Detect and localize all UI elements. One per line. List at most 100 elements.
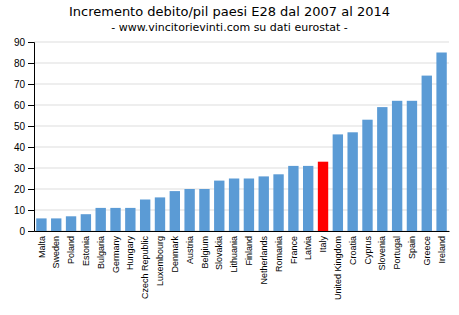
x-tick: Latvia	[303, 236, 313, 260]
bar	[244, 179, 254, 232]
x-tick-label: Belgium	[200, 236, 210, 269]
bar	[229, 179, 239, 232]
bars	[36, 53, 447, 232]
bar	[377, 107, 387, 231]
bar	[36, 218, 46, 231]
y-tick: 50	[14, 121, 34, 132]
x-axis: Malta Sweden Poland Estonia Bulgaria Germany H…	[35, 232, 450, 301]
bar	[170, 191, 180, 231]
grid-line	[34, 105, 449, 106]
y-tick: 80	[14, 58, 34, 69]
x-tick-label: Lithuania	[229, 236, 239, 273]
x-tick-label: Malta	[37, 236, 47, 258]
bar	[96, 208, 106, 231]
x-tick: Bulgaria	[96, 236, 106, 269]
x-tick: Hungary	[125, 236, 135, 271]
y-tick: 40	[14, 142, 34, 153]
x-tick-label: Czech Republic	[140, 236, 150, 300]
grid-line	[34, 63, 449, 64]
y-tick-mark	[28, 210, 34, 211]
y-tick-label: 60	[14, 100, 26, 111]
bar	[333, 134, 343, 231]
x-tick-label: Greece	[422, 236, 432, 266]
title: Incremento debito/pil paesi E28 dal 2007…	[69, 4, 390, 19]
y-tick-label: 20	[14, 184, 26, 195]
plot: 0102030405060708090MaltaSwedenPolandEsto…	[14, 37, 450, 300]
subtitle: - www.vincitorievinti.com su dati eurost…	[111, 21, 347, 34]
x-tick: Estonia	[81, 236, 91, 266]
x-tick-label: Italy	[318, 236, 328, 253]
x-tick-label: Slovakia	[214, 236, 224, 270]
x-tick-label: Hungary	[125, 236, 135, 271]
x-tick-label: Bulgaria	[96, 236, 106, 269]
x-tick-label: Sweden	[51, 236, 61, 269]
y-tick-label: 40	[14, 142, 26, 153]
bar	[407, 101, 417, 231]
y-tick: 20	[14, 184, 34, 195]
bar	[125, 208, 135, 231]
y-tick-label: 80	[14, 58, 26, 69]
y-tick-mark	[28, 42, 34, 43]
y-tick-label: 70	[14, 79, 26, 90]
y-axis-line	[28, 43, 35, 232]
bar	[362, 120, 372, 231]
x-tick-label: United Kingdom	[333, 236, 343, 300]
bar	[392, 101, 402, 231]
x-tick: Finland	[244, 236, 254, 266]
y-tick-label: 50	[14, 121, 26, 132]
y-tick-mark	[28, 147, 34, 148]
x-tick-label: Estonia	[81, 236, 91, 266]
y-axis: 0102030405060708090	[14, 37, 35, 237]
bar	[199, 189, 209, 231]
x-tick: Italy	[318, 236, 328, 253]
y-tick: 90	[14, 37, 34, 48]
x-tick-label: Latvia	[303, 236, 313, 260]
y-tick-mark	[28, 231, 34, 232]
y-tick-mark	[28, 168, 34, 169]
x-tick: Croatia	[348, 236, 358, 265]
grid-line	[34, 84, 449, 85]
x-tick: Slovenia	[377, 236, 387, 271]
bar	[81, 214, 91, 231]
x-tick: Luxembourg	[155, 236, 165, 286]
x-tick-label: Spain	[407, 236, 417, 259]
x-axis-line	[35, 231, 450, 232]
x-tick-label: France	[289, 236, 299, 264]
x-tick: Germany	[111, 236, 121, 274]
x-tick: Cyprus	[363, 236, 373, 265]
x-tick-label: Cyprus	[363, 236, 373, 265]
x-tick: Malta	[37, 236, 47, 258]
x-tick-label: Slovenia	[377, 236, 387, 271]
x-tick: Spain	[407, 236, 417, 259]
x-tick-label: Finland	[244, 236, 254, 266]
bar	[214, 181, 224, 231]
x-tick-label: Portugal	[392, 236, 402, 270]
y-tick-mark	[28, 84, 34, 85]
bar	[155, 197, 165, 231]
x-tick-label: Denmark	[170, 236, 180, 273]
bar	[66, 216, 76, 231]
bar	[347, 132, 357, 231]
bar	[288, 166, 298, 231]
x-tick: United Kingdom	[333, 236, 343, 300]
x-tick: Denmark	[170, 236, 180, 273]
x-tick-label: Ireland	[437, 236, 447, 264]
x-tick: Netherlands	[259, 236, 269, 285]
x-tick-label: Austria	[185, 236, 195, 264]
bar	[259, 176, 269, 231]
bar	[110, 208, 120, 231]
grid	[34, 42, 449, 231]
y-tick: 70	[14, 79, 34, 90]
x-tick: Romania	[274, 236, 284, 272]
grid-line	[34, 42, 449, 43]
bar	[303, 166, 313, 231]
x-tick: Belgium	[200, 236, 210, 269]
x-tick: Portugal	[392, 236, 402, 270]
bar	[184, 189, 194, 231]
x-tick-label: Luxembourg	[155, 236, 165, 286]
bar	[318, 162, 328, 231]
x-tick-label: Poland	[66, 236, 76, 264]
y-tick: 0	[19, 226, 34, 237]
x-tick: Slovakia	[214, 236, 224, 270]
y-tick: 30	[14, 163, 34, 174]
